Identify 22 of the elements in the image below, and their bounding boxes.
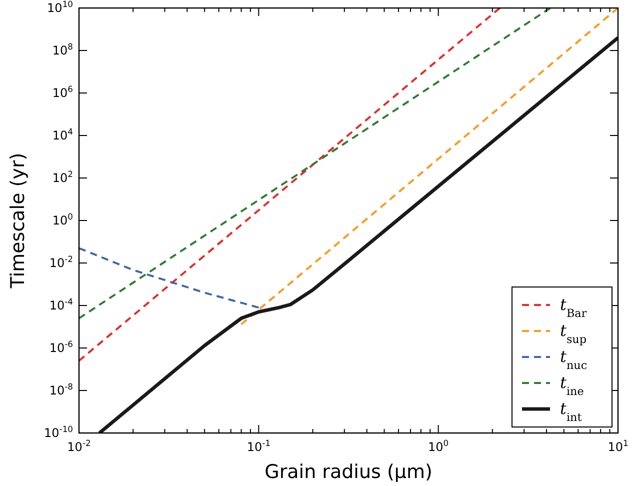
y-tick-label: 10$^{4}$ — [52, 126, 73, 142]
y-tick-label: 10$^{0}$ — [52, 212, 73, 228]
x-tick-label: 10$^{0}$ — [428, 438, 449, 454]
x-axis-title: Grain radius (μm) — [264, 461, 432, 483]
y-tick-label: 10$^{-10}$ — [44, 424, 73, 440]
legend-label: t$_{ine}$ — [560, 373, 584, 398]
legend-label: t$_{Bar}$ — [560, 295, 588, 320]
x-tick-label: 10$^{-1}$ — [246, 438, 270, 454]
y-tick-label: 10$^{-2}$ — [49, 254, 73, 270]
x-tick-label: 10$^{1}$ — [608, 438, 628, 454]
legend-label: t$_{sup}$ — [560, 321, 587, 346]
y-tick-label: 10$^{-8}$ — [49, 382, 73, 398]
y-tick-label: 10$^{-6}$ — [49, 339, 73, 355]
y-tick-label: 10$^{10}$ — [47, 0, 73, 15]
y-axis-title: Timescale (yr) — [7, 152, 29, 290]
x-tick-label: 10$^{-2}$ — [67, 438, 91, 454]
y-tick-label: 10$^{-4}$ — [49, 296, 73, 312]
y-tick-label: 10$^{6}$ — [52, 84, 73, 100]
y-tick-label: 10$^{8}$ — [52, 42, 73, 58]
y-tick-label: 10$^{2}$ — [52, 169, 73, 185]
legend-label: t$_{int}$ — [560, 399, 582, 424]
legend-label: t$_{nuc}$ — [560, 347, 588, 372]
